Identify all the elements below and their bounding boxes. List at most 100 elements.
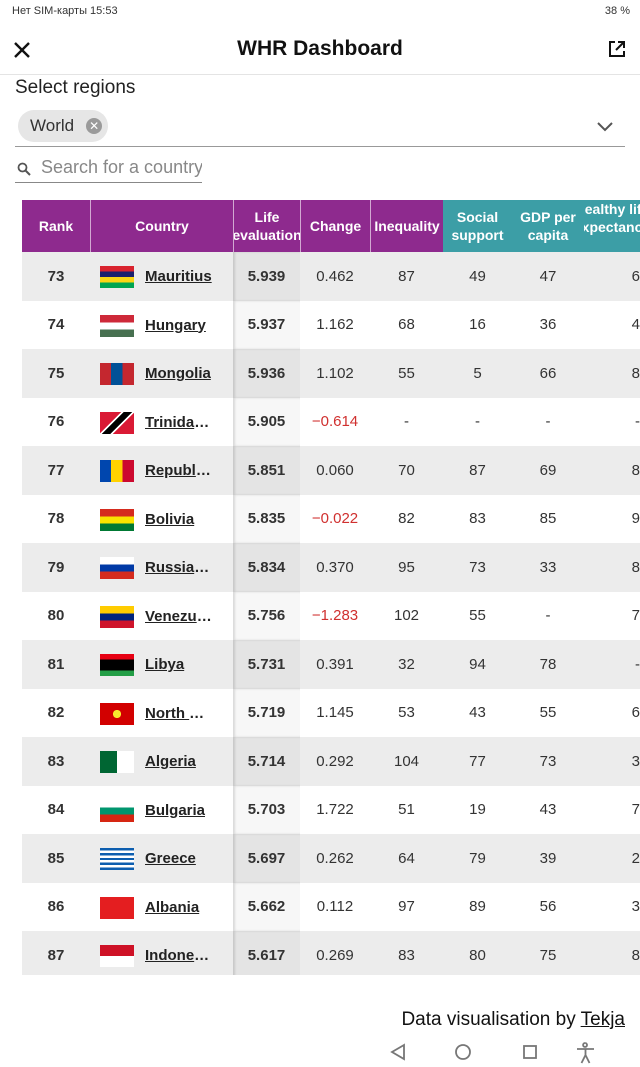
cell: 73 xyxy=(469,558,486,576)
column-header[interactable]: GDP per capita xyxy=(512,200,584,252)
cell: 85 xyxy=(47,849,65,867)
cell: 73 xyxy=(539,752,557,770)
select-label: Select regions xyxy=(15,77,136,98)
cell: 1.102 xyxy=(316,364,354,382)
country-link[interactable]: North Macedonia xyxy=(145,704,213,722)
column-header[interactable]: Inequality xyxy=(370,200,443,252)
flag xyxy=(100,945,134,967)
table-row[interactable]: 84 Bulgaria 5.703 1.722 51 19 43 7 xyxy=(22,785,640,834)
flag xyxy=(100,702,134,725)
cell: 33 xyxy=(539,558,557,576)
select-underline xyxy=(15,146,625,147)
cell: 7 xyxy=(631,801,640,819)
table-row[interactable]: 86 Albania 5.662 0.112 97 89 56 3 xyxy=(22,882,640,932)
nav-accessibility[interactable] xyxy=(577,1042,594,1064)
country-link[interactable]: Mongolia xyxy=(145,365,211,382)
column-header[interactable]: Country xyxy=(90,200,233,252)
table-row[interactable]: 80 Venezuela 5.756 −1.283 102 55 - 7 xyxy=(22,591,640,640)
cell: 83 xyxy=(469,510,486,528)
cell: - xyxy=(404,413,409,431)
country-link[interactable]: Russian Federation xyxy=(145,559,213,576)
cell: 1.145 xyxy=(316,704,354,722)
cell: 5.731 xyxy=(233,640,300,689)
country-link[interactable]: Albania xyxy=(145,898,200,916)
nav-bar xyxy=(390,1042,594,1064)
footer-link[interactable]: Tekja xyxy=(580,1009,625,1030)
country-link[interactable]: Venezuela xyxy=(145,607,213,625)
flag xyxy=(100,654,134,676)
flag xyxy=(100,363,134,385)
country-link[interactable]: Bulgaria xyxy=(145,801,206,819)
country-link[interactable]: Republic of Moldova xyxy=(145,462,213,479)
table-row[interactable]: 81 Libya 5.731 0.391 32 94 78 - xyxy=(22,640,640,689)
flag xyxy=(100,896,134,919)
cell: 5.835 xyxy=(233,495,300,544)
header: WHR Dashboard xyxy=(0,24,640,75)
nav-back[interactable] xyxy=(390,1043,405,1061)
cell: 6 xyxy=(631,704,640,722)
cell: 43 xyxy=(539,801,557,819)
country-link[interactable]: Algeria xyxy=(145,753,196,770)
search-field[interactable]: Search for a country xyxy=(15,154,202,183)
cell: 5.937 xyxy=(233,301,300,350)
cell: 5.719 xyxy=(233,689,300,738)
cell: 47 xyxy=(539,267,557,285)
column-header[interactable]: Change xyxy=(300,200,370,252)
cell: 8 xyxy=(631,364,640,382)
table-row[interactable]: 73 Mauritius 5.939 0.462 87 49 47 6 xyxy=(22,252,640,301)
cell: 83 xyxy=(398,946,415,964)
cell: 76 xyxy=(47,413,65,431)
cell: 3 xyxy=(631,752,640,770)
column-header[interactable]: Healthy life expectancy xyxy=(584,200,640,252)
cell: 82 xyxy=(47,704,65,722)
table-row[interactable]: 82 North Macedonia 5.719 1.145 53 43 55 6 xyxy=(22,688,640,738)
region-chip[interactable]: World ✕ xyxy=(18,110,109,142)
column-header[interactable]: Life evaluation xyxy=(233,200,300,252)
cell: 87 xyxy=(47,946,65,964)
country-link[interactable]: Bolivia xyxy=(145,510,195,528)
chip-remove[interactable]: ✕ xyxy=(86,118,103,134)
cell: 64 xyxy=(398,849,415,867)
country-link[interactable]: Hungary xyxy=(145,316,206,334)
close-button[interactable] xyxy=(13,41,31,59)
nav-recent[interactable] xyxy=(523,1045,537,1059)
cell: 51 xyxy=(398,801,415,819)
table-row[interactable]: 83 Algeria 5.714 0.292 104 77 73 3 xyxy=(22,737,640,786)
dropdown-arrow[interactable] xyxy=(596,121,614,133)
table-row[interactable]: 87 Indonesia 5.617 0.269 83 80 75 8 xyxy=(22,931,640,975)
country-link[interactable]: Greece xyxy=(145,850,196,867)
country-link[interactable]: Trinidad and Tobago xyxy=(145,413,213,431)
open-external[interactable] xyxy=(607,39,627,59)
cell: 83 xyxy=(47,752,65,770)
nav-home[interactable] xyxy=(455,1044,471,1060)
cell: 5.662 xyxy=(233,883,300,932)
table-row[interactable]: 76 Trinidad and Tobago 5.905 −0.614 - - - - xyxy=(22,397,640,446)
table-row[interactable]: 74 Hungary 5.937 1.162 68 16 36 4 xyxy=(22,300,640,350)
footer: Data visualisation by Tekja xyxy=(401,1009,625,1031)
cell: 94 xyxy=(469,655,486,673)
cell: 81 xyxy=(47,655,65,673)
cell: 8 xyxy=(631,461,640,479)
cell: 85 xyxy=(539,510,557,528)
cell: 8 xyxy=(631,558,640,576)
table-row[interactable]: 75 Mongolia 5.936 1.102 55 5 66 8 xyxy=(22,349,640,398)
column-header[interactable]: Rank xyxy=(22,200,90,252)
table-row[interactable]: 85 Greece 5.697 0.262 64 79 39 2 xyxy=(22,834,640,883)
cell: 19 xyxy=(469,801,486,819)
cell: 78 xyxy=(47,510,65,528)
cell: 77 xyxy=(47,461,65,479)
table-row[interactable]: 79 Russian Federation 5.834 0.370 95 73 33 8 xyxy=(22,543,640,592)
battery: 38 % xyxy=(604,5,630,17)
column-header[interactable]: Social support xyxy=(443,200,512,252)
country-link[interactable]: Indonesia xyxy=(145,947,213,964)
cell: - xyxy=(475,413,480,431)
cell: 95 xyxy=(398,558,415,576)
cell: 68 xyxy=(398,316,415,334)
cell: 80 xyxy=(47,607,65,625)
table-row[interactable]: 77 Republic of Moldova 5.851 0.060 70 87 69 8 xyxy=(22,446,640,495)
table-row[interactable]: 78 Bolivia 5.835 −0.022 82 83 85 9 xyxy=(22,494,640,544)
country-link[interactable]: Libya xyxy=(145,656,185,673)
cell: 70 xyxy=(398,461,415,479)
chip-text: World xyxy=(30,116,75,135)
country-link[interactable]: Mauritius xyxy=(145,268,212,285)
